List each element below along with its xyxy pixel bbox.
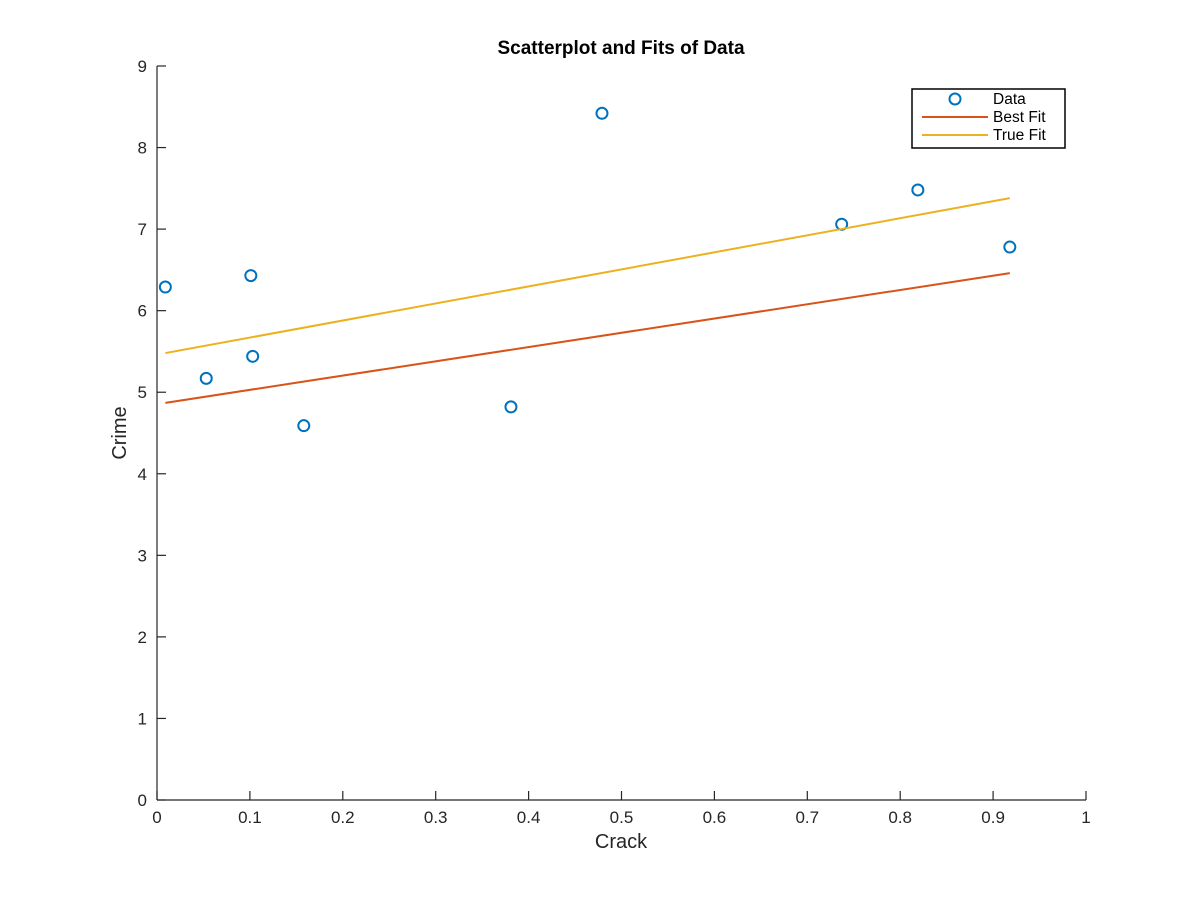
data-point [244,269,258,283]
x-tick-label: 0.2 [331,808,355,827]
y-tick-label: 0 [138,791,147,810]
y-tick-label: 7 [138,220,147,239]
data-point [297,419,311,433]
legend-data-label: Data [993,91,1026,108]
data-point [199,371,213,385]
y-tick-label: 1 [138,709,147,728]
x-tick-label: 0.7 [795,808,819,827]
x-tick-label: 0.3 [424,808,448,827]
data-point [246,349,260,363]
x-tick-label: 0 [152,808,161,827]
y-tick-label: 9 [138,57,147,76]
x-tick-label: 0.4 [517,808,541,827]
y-tick-label: 3 [138,546,147,565]
y-tick-label: 8 [138,139,147,158]
data-point [1003,240,1017,254]
legend-best-fit-label: Best Fit [993,109,1046,126]
data-point [158,280,172,294]
data-point [911,183,925,197]
y-tick-label: 5 [138,383,147,402]
y-axis-title: Crime [109,406,131,459]
legend-true-fit-label: True Fit [993,127,1047,144]
x-tick-label: 0.8 [888,808,912,827]
true-fit-line [165,197,1011,355]
best-fit-line [165,272,1010,404]
x-axis: 0 0.1 0.2 0.3 0.4 0.5 0.6 0.7 0.8 0.9 1 [152,791,1091,827]
x-tick-label: 0.9 [981,808,1005,827]
data-point [595,106,609,120]
x-axis-title: Crack [595,831,648,853]
data-point [504,400,518,414]
y-tick-label: 2 [138,628,147,647]
x-tick-label: 0.5 [610,808,634,827]
plot-area [158,106,1017,433]
y-tick-label: 4 [138,465,147,484]
x-tick-label: 0.6 [703,808,727,827]
legend-data-swatch [948,92,962,106]
x-tick-label: 1 [1081,808,1090,827]
y-tick-label: 6 [138,302,147,321]
y-axis: 0 1 2 3 4 5 6 7 8 9 [138,57,166,810]
chart-title: Scatterplot and Fits of Data [497,38,744,59]
legend-box [911,88,1066,149]
x-tick-label: 0.1 [238,808,262,827]
